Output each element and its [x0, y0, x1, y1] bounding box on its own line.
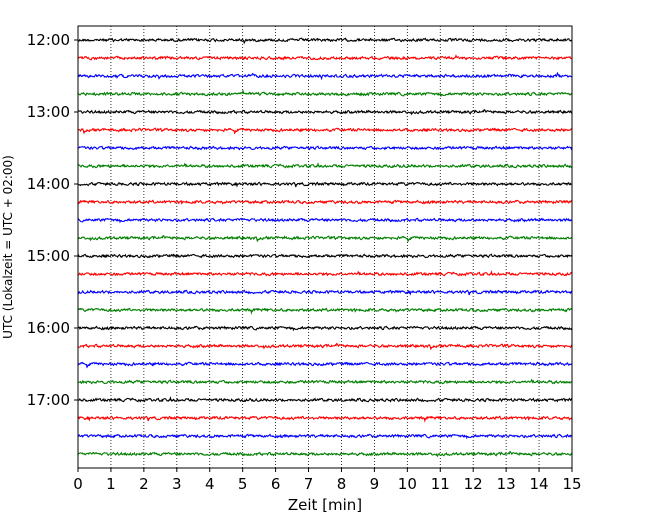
seismic-trace — [77, 181, 572, 188]
y-axis-label: UTC (Lokalzeit = UTC + 02:00) — [1, 155, 15, 339]
x-axis-ticks: 0 1 2 3 4 5 6 7 8 9 10 11 12 13 14 15 — [73, 468, 582, 493]
y-tick-label: 13:00 — [27, 103, 70, 121]
seismic-trace — [77, 90, 573, 98]
x-tick-label: 9 — [370, 475, 380, 493]
plot-background — [78, 26, 572, 468]
x-tick-label: 6 — [271, 475, 281, 493]
seismic-trace — [77, 145, 573, 151]
seismic-trace — [77, 342, 573, 350]
seismic-trace — [77, 361, 573, 369]
x-tick-label: 10 — [398, 475, 417, 493]
seismic-trace — [77, 37, 573, 45]
x-tick-label: 15 — [562, 475, 581, 493]
x-tick-label: 5 — [238, 475, 248, 493]
seismic-trace — [77, 307, 573, 315]
seismic-trace — [77, 217, 572, 224]
seismic-traces — [77, 37, 573, 458]
seismic-trace — [77, 253, 573, 259]
x-axis-label: Zeit [min] — [288, 496, 362, 514]
x-tick-label: 3 — [172, 475, 182, 493]
seismic-trace — [77, 234, 572, 243]
x-tick-label: 12 — [464, 475, 483, 493]
plot-frame — [77, 25, 573, 469]
seismic-trace — [77, 199, 573, 205]
seismic-trace — [77, 162, 573, 169]
x-tick-label: 1 — [106, 475, 116, 493]
y-tick-label: 14:00 — [27, 175, 70, 193]
x-tick-label: 2 — [139, 475, 149, 493]
seismic-trace — [77, 289, 573, 296]
x-tick-label: 13 — [497, 475, 516, 493]
seismic-trace — [77, 450, 573, 458]
seismic-trace — [77, 433, 573, 440]
seismic-trace — [77, 415, 573, 423]
y-tick-label: 16:00 — [27, 319, 70, 337]
x-tick-label: 0 — [73, 475, 83, 493]
y-tick-label: 12:00 — [27, 31, 70, 49]
seismic-trace — [77, 270, 573, 277]
x-tick-label: 7 — [304, 475, 314, 493]
seismic-trace — [77, 378, 573, 385]
y-axis-ticks: 12:00 13:00 14:00 15:00 16:00 17:00 — [27, 31, 78, 409]
x-tick-label: 8 — [337, 475, 347, 493]
x-tick-label: 14 — [530, 475, 549, 493]
seismic-trace — [77, 396, 573, 403]
seismic-trace — [77, 108, 573, 116]
seismic-trace — [77, 127, 572, 135]
y-tick-label: 15:00 — [27, 247, 70, 265]
y-tick-label: 17:00 — [27, 391, 70, 409]
seismic-trace — [77, 325, 573, 332]
seismic-trace — [77, 54, 572, 61]
x-tick-label: 11 — [431, 475, 450, 493]
seismic-trace — [77, 71, 573, 81]
x-tick-label: 4 — [205, 475, 215, 493]
